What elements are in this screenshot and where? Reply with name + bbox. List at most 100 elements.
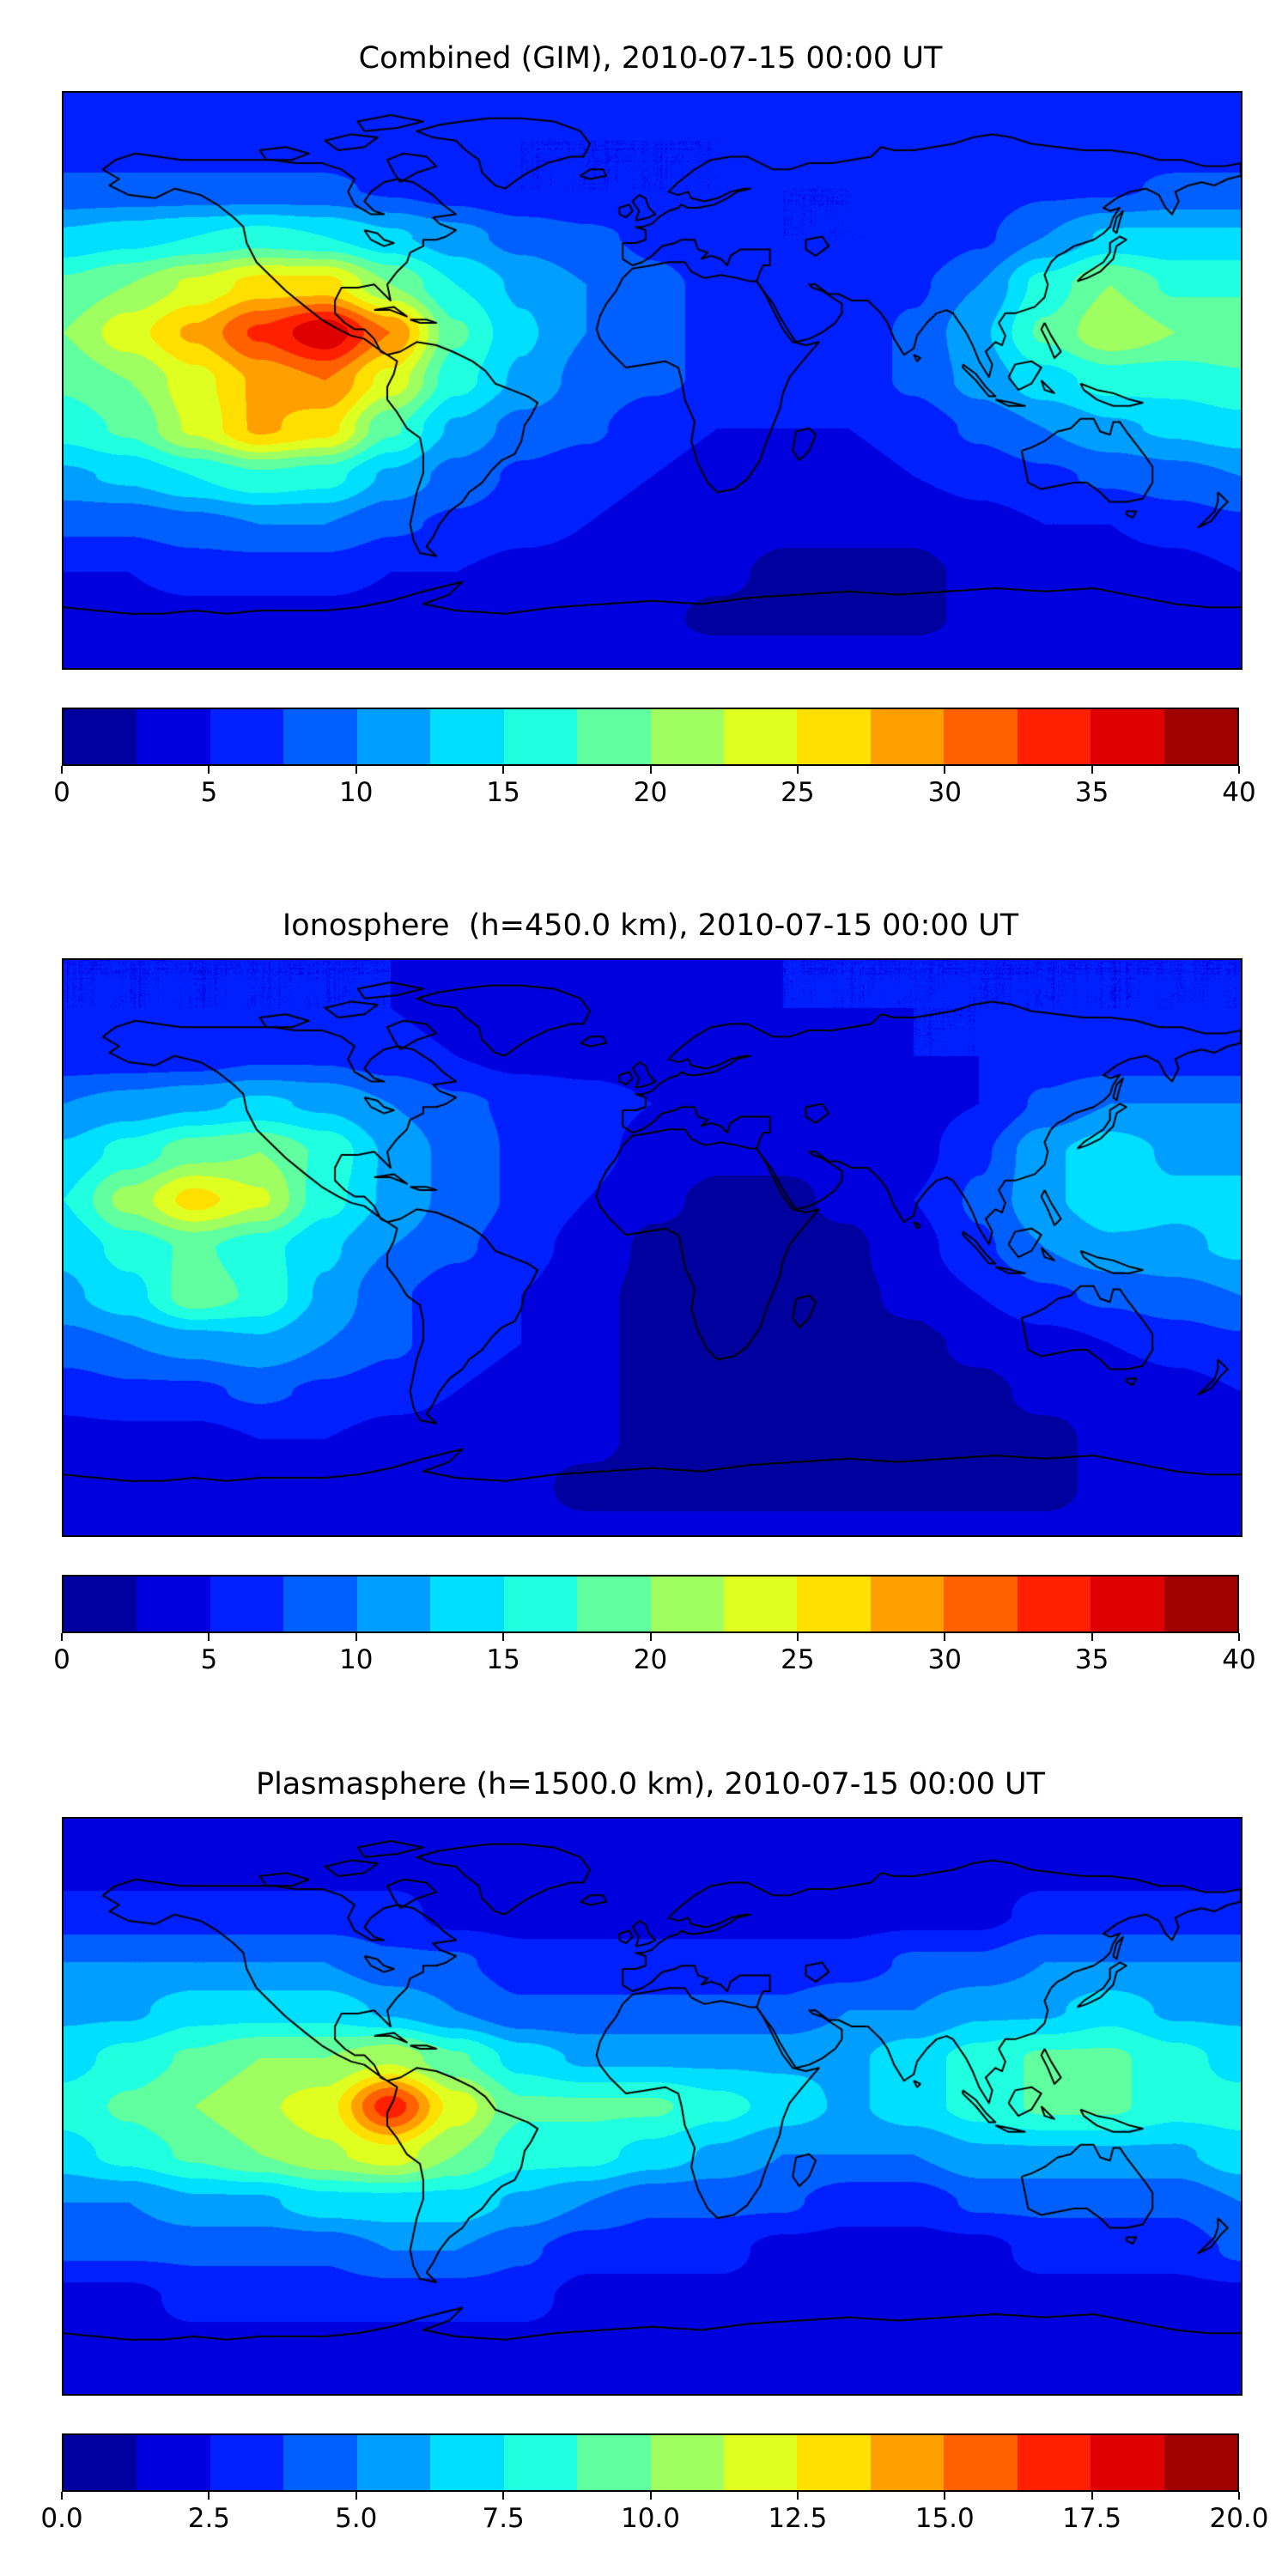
colorbar-tick-label: 0 [53, 1644, 70, 1675]
colorbar-tickmark [502, 1633, 505, 1641]
colorbar-tickmark [649, 2492, 652, 2500]
colorbar-tickmark [355, 1633, 357, 1641]
colorbar-tick-label: 30 [927, 1644, 962, 1675]
colorbar-band [137, 709, 210, 764]
colorbar-band [210, 709, 284, 764]
colorbar-band [577, 2435, 651, 2490]
colorbar-tickmark [61, 2492, 63, 2500]
panel-ionosphere: Ionosphere (h=450.0 km), 2010-07-15 00:0… [0, 859, 1288, 1717]
colorbar-band [1163, 709, 1237, 764]
colorbar-tick-label: 0 [53, 777, 70, 808]
colorbar-band [503, 2435, 578, 2490]
colorbar-band [650, 1577, 724, 1631]
colorbar-band [430, 709, 504, 764]
colorbar-band [1163, 1577, 1237, 1631]
colorbar-band [650, 2435, 724, 2490]
colorbar-tick-label: 15 [486, 777, 520, 808]
colorbar-ticks: 0.0 2.5 5.0 7.5 10.0 12.5 15.0 17.5 20.0 [40, 2492, 1269, 2545]
colorbar-tick-label: 2.5 [187, 2503, 231, 2534]
colorbar-band [64, 1577, 137, 1631]
colorbar-band [1091, 1577, 1164, 1631]
colorbar-tick-label: 5.0 [335, 2503, 378, 2534]
world-map-canvas [62, 1817, 1242, 2396]
colorbar-tick-label: 30 [927, 777, 962, 808]
colorbar-tickmark [208, 2492, 210, 2500]
colorbar-band [1091, 2435, 1164, 2490]
colorbar-band [356, 2435, 431, 2490]
colorbar-tick-label: 5 [200, 1644, 218, 1675]
colorbar-tick-label: 10 [339, 1644, 374, 1675]
colorbar-gradient [62, 708, 1239, 766]
colorbar-band [1017, 2435, 1091, 2490]
colorbar-tickmark [355, 766, 357, 774]
colorbar-tickmark [944, 2492, 946, 2500]
colorbar-tick-label: 40 [1222, 777, 1256, 808]
colorbar-tick-label: 0.0 [40, 2503, 83, 2534]
panel-title: Plasmasphere (h=1500.0 km), 2010-07-15 0… [255, 1767, 1046, 1801]
colorbar-band [797, 1577, 871, 1631]
colorbar-band [1091, 709, 1164, 764]
colorbar-tick-label: 7.5 [482, 2503, 525, 2534]
colorbar-tickmark [944, 766, 946, 774]
colorbar-band [723, 2435, 798, 2490]
world-map-canvas [62, 91, 1242, 670]
colorbar-band [870, 709, 945, 764]
colorbar-tickmark [208, 766, 210, 774]
colorbar-tickmark [796, 1633, 799, 1641]
colorbar-tickmark [649, 1633, 652, 1641]
colorbar-band [1017, 1577, 1091, 1631]
colorbar-band [577, 709, 651, 764]
colorbar-band [870, 1577, 945, 1631]
colorbar-band [64, 709, 137, 764]
plot-area: Ionosphere (h=450.0 km), 2010-07-15 00:0… [53, 908, 1256, 1686]
colorbar-tickmark [61, 1633, 63, 1641]
colorbar-gradient [62, 2433, 1239, 2492]
colorbar-tickmark [61, 766, 63, 774]
colorbar-tick-label: 35 [1074, 1644, 1109, 1675]
colorbar-band [577, 1577, 651, 1631]
colorbar-band [870, 2435, 945, 2490]
colorbar-band [723, 1577, 798, 1631]
colorbar-tick-label: 20 [633, 777, 668, 808]
colorbar-tickmark [502, 766, 505, 774]
colorbar-tick-label: 10.0 [620, 2503, 681, 2534]
colorbar-band [430, 2435, 504, 2490]
colorbar-tickmark [796, 2492, 799, 2500]
panel-title: Combined (GIM), 2010-07-15 00:00 UT [358, 41, 943, 76]
colorbar-tickmark [1238, 1633, 1240, 1641]
panel-combined-gim: Combined (GIM), 2010-07-15 00:00 UT 0 5 10… [0, 0, 1288, 859]
colorbar-band [503, 709, 578, 764]
colorbar-band [430, 1577, 504, 1631]
colorbar-band [944, 1577, 1018, 1631]
colorbar-band [1017, 709, 1091, 764]
colorbar-tickmark [1091, 766, 1093, 774]
colorbar-band [283, 709, 357, 764]
colorbar-tick-label: 5 [200, 777, 218, 808]
colorbar-tick-label: 35 [1074, 777, 1109, 808]
panel-title: Ionosphere (h=450.0 km), 2010-07-15 00:0… [282, 908, 1019, 943]
colorbar-band [650, 709, 724, 764]
plot-area: Combined (GIM), 2010-07-15 00:00 UT 0 5 10… [53, 41, 1256, 819]
colorbar-band [210, 1577, 284, 1631]
colorbar-tick-label: 25 [781, 1644, 815, 1675]
colorbar-band [283, 1577, 357, 1631]
colorbar-tickmark [355, 2492, 357, 2500]
colorbar-tick-label: 20.0 [1209, 2503, 1269, 2534]
colorbar-ticks: 0 5 10 15 20 25 30 35 40 [53, 766, 1256, 819]
colorbar-tickmark [1238, 2492, 1240, 2500]
colorbar-band [723, 709, 798, 764]
colorbar-band [944, 2435, 1018, 2490]
colorbar-tickmark [502, 2492, 505, 2500]
colorbar-tick-label: 20 [633, 1644, 668, 1675]
colorbar-tickmark [1091, 2492, 1093, 2500]
colorbar-tickmark [649, 766, 652, 774]
colorbar-tick-label: 17.5 [1062, 2503, 1122, 2534]
colorbar-gradient [62, 1575, 1239, 1633]
colorbar-band [503, 1577, 578, 1631]
colorbar-tick-label: 12.5 [768, 2503, 828, 2534]
colorbar-band [797, 709, 871, 764]
colorbar-tick-label: 25 [781, 777, 815, 808]
colorbar-band [64, 2435, 137, 2490]
colorbar-tick-label: 15 [486, 1644, 520, 1675]
colorbar-tickmark [796, 766, 799, 774]
